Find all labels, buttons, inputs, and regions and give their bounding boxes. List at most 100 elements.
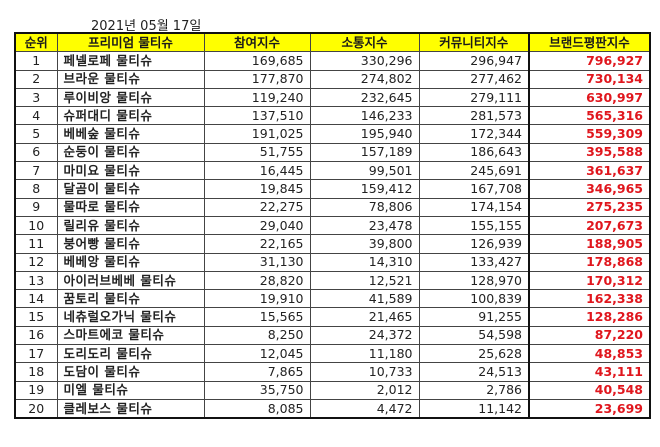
table-row: 2 브라운 물티슈 177,870 274,802 277,462 730,134	[14, 69, 651, 89]
brand-name-cell: 순둥이 물티슈	[56, 142, 205, 163]
table-row: 14 꿈토리 물티슈 19,910 41,589 100,839 162,338	[14, 289, 651, 309]
rank-cell: 15	[14, 307, 58, 327]
rank-cell: 11	[14, 234, 58, 254]
brand-name-cell: 도리도리 물티슈	[56, 344, 205, 364]
table-row: 17 도리도리 물티슈 12,045 11,180 25,628 48,853	[14, 344, 651, 364]
communication-index-cell: 2,012	[309, 380, 420, 400]
rank-cell: 19	[14, 380, 58, 400]
participation-index-cell: 137,510	[203, 106, 311, 126]
date-label: 2021년 05월 17일	[91, 19, 202, 34]
brand-reputation-index-cell: 565,316	[528, 106, 651, 126]
participation-index-cell: 22,165	[203, 234, 311, 254]
rank-cell: 9	[14, 197, 58, 217]
communication-index-cell: 11,180	[309, 344, 420, 364]
communication-index-cell: 330,296	[309, 51, 420, 71]
communication-index-cell: 99,501	[309, 161, 420, 181]
table-row: 19 미엘 물티슈 35,750 2,012 2,786 40,548	[14, 380, 651, 400]
brand-reputation-index-cell: 559,309	[528, 124, 651, 144]
communication-index-cell: 159,412	[309, 179, 420, 199]
brand-name-cell: 물따로 물티슈	[56, 197, 205, 217]
brand-reputation-index-cell: 188,905	[528, 234, 651, 254]
brand-name-cell: 붕어빵 물티슈	[56, 234, 205, 254]
community-index-cell: 91,255	[418, 307, 530, 327]
table-row: 18 도담이 물티슈 7,865 10,733 24,513 43,111	[14, 362, 651, 382]
header-community-index: 커뮤니티지수	[418, 32, 530, 53]
communication-index-cell: 78,806	[309, 197, 420, 217]
brand-reputation-index-cell: 43,111	[528, 362, 651, 382]
participation-index-cell: 35,750	[203, 380, 311, 400]
communication-index-cell: 232,645	[309, 87, 420, 108]
brand-reputation-index-cell: 275,235	[528, 197, 651, 217]
brand-name-cell: 도담이 물티슈	[56, 362, 205, 382]
table-row: 9 물따로 물티슈 22,275 78,806 174,154 275,235	[14, 197, 651, 217]
table-row: 11 붕어빵 물티슈 22,165 39,800 126,939 188,905	[14, 234, 651, 254]
participation-index-cell: 15,565	[203, 307, 311, 327]
rank-cell: 16	[14, 325, 58, 346]
brand-name-cell: 브라운 물티슈	[56, 69, 205, 89]
communication-index-cell: 10,733	[309, 362, 420, 382]
communication-index-cell: 24,372	[309, 325, 420, 346]
table-body: 1 페넬로페 물티슈 169,685 330,296 296,947 796,927 2 브라…	[14, 51, 651, 419]
participation-index-cell: 19,845	[203, 179, 311, 199]
brand-reputation-index-cell: 730,134	[528, 69, 651, 89]
brand-reputation-index-cell: 796,927	[528, 51, 651, 71]
participation-index-cell: 8,085	[203, 398, 311, 419]
brand-name-cell: 꿈토리 물티슈	[56, 289, 205, 309]
table-header-row: 순위 프리미엄 물티슈 참여지수 소통지수 커뮤니티지수 브랜드평판지수	[14, 32, 651, 53]
brand-reputation-index-cell: 48,853	[528, 344, 651, 364]
brand-reputation-index-cell: 23,699	[528, 398, 651, 419]
community-index-cell: 296,947	[418, 51, 530, 71]
communication-index-cell: 14,310	[309, 252, 420, 272]
participation-index-cell: 177,870	[203, 69, 311, 89]
rank-cell: 10	[14, 215, 58, 236]
brand-reputation-index-cell: 128,286	[528, 307, 651, 327]
brand-reputation-index-cell: 178,868	[528, 252, 651, 272]
rank-cell: 14	[14, 289, 58, 309]
community-index-cell: 172,344	[418, 124, 530, 144]
header-rank: 순위	[14, 32, 58, 53]
communication-index-cell: 4,472	[309, 398, 420, 419]
header-brand: 프리미엄 물티슈	[56, 32, 205, 53]
rank-cell: 1	[14, 51, 58, 71]
brand-reputation-index-cell: 87,220	[528, 325, 651, 346]
brand-reputation-table: 순위 프리미엄 물티슈 참여지수 소통지수 커뮤니티지수 브랜드평판지수 1 페넬…	[14, 32, 651, 420]
rank-cell: 20	[14, 398, 58, 419]
table-row: 13 아이러브베베 물티슈 28,820 12,521 128,970 170,312	[14, 270, 651, 291]
community-index-cell: 155,155	[418, 215, 530, 236]
table-row: 16 스마트에코 물티슈 8,250 24,372 54,598 87,220	[14, 325, 651, 346]
community-index-cell: 126,939	[418, 234, 530, 254]
brand-reputation-index-cell: 395,588	[528, 142, 651, 163]
participation-index-cell: 31,130	[203, 252, 311, 272]
participation-index-cell: 51,755	[203, 142, 311, 163]
community-index-cell: 11,142	[418, 398, 530, 419]
brand-name-cell: 슈퍼대디 물티슈	[56, 106, 205, 126]
communication-index-cell: 157,189	[309, 142, 420, 163]
community-index-cell: 24,513	[418, 362, 530, 382]
participation-index-cell: 119,240	[203, 87, 311, 108]
table-row: 10 릴리유 물티슈 29,040 23,478 155,155 207,673	[14, 215, 651, 236]
community-index-cell: 174,154	[418, 197, 530, 217]
community-index-cell: 54,598	[418, 325, 530, 346]
brand-name-cell: 페넬로페 물티슈	[56, 51, 205, 71]
table-row: 15 네츄럴오가닉 물티슈 15,565 21,465 91,255 128,286	[14, 307, 651, 327]
participation-index-cell: 12,045	[203, 344, 311, 364]
communication-index-cell: 274,802	[309, 69, 420, 89]
participation-index-cell: 28,820	[203, 270, 311, 291]
rank-cell: 3	[14, 87, 58, 108]
communication-index-cell: 12,521	[309, 270, 420, 291]
brand-name-cell: 릴리유 물티슈	[56, 215, 205, 236]
community-index-cell: 2,786	[418, 380, 530, 400]
table-row: 20 클레보스 물티슈 8,085 4,472 11,142 23,699	[14, 398, 651, 419]
rank-cell: 5	[14, 124, 58, 144]
community-index-cell: 281,573	[418, 106, 530, 126]
header-brand-reputation-index: 브랜드평판지수	[528, 32, 651, 53]
participation-index-cell: 169,685	[203, 51, 311, 71]
rank-cell: 17	[14, 344, 58, 364]
community-index-cell: 25,628	[418, 344, 530, 364]
community-index-cell: 245,691	[418, 161, 530, 181]
brand-reputation-index-cell: 630,997	[528, 87, 651, 108]
participation-index-cell: 8,250	[203, 325, 311, 346]
table-row: 5 베베숲 물티슈 191,025 195,940 172,344 559,309	[14, 124, 651, 144]
brand-reputation-index-cell: 207,673	[528, 215, 651, 236]
participation-index-cell: 16,445	[203, 161, 311, 181]
